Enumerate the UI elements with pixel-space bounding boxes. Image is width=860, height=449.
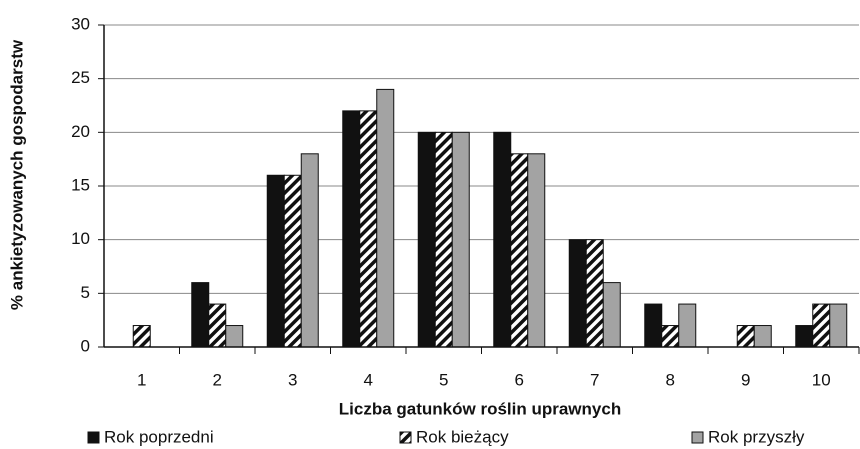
bar: [585, 239, 604, 348]
legend-swatch: [691, 431, 704, 444]
legend-swatch: [87, 431, 100, 444]
bar: [300, 153, 319, 348]
bar: [568, 239, 587, 348]
bar: [225, 325, 244, 348]
y-tick-label: 5: [81, 283, 90, 302]
y-tick-label: 0: [81, 336, 90, 355]
bar: [527, 153, 546, 348]
y-tick-label: 15: [71, 175, 90, 194]
x-tick-label: 5: [439, 370, 448, 389]
x-tick-label: 6: [515, 370, 524, 389]
bar: [753, 325, 772, 348]
bar: [812, 303, 831, 348]
x-tick-label: 4: [364, 370, 373, 389]
bar: [602, 282, 621, 348]
bar: [678, 303, 697, 348]
bar: [191, 282, 210, 348]
x-tick-label: 10: [812, 370, 831, 389]
bar: [493, 131, 512, 348]
x-tick-label: 3: [288, 370, 297, 389]
x-tick-label: 8: [666, 370, 675, 389]
bar: [829, 303, 848, 348]
legend-label: Rok poprzedni: [104, 427, 214, 446]
bar: [451, 131, 470, 348]
y-axis-title: % ankietyzowanych gospodarstw: [7, 39, 26, 310]
x-tick-label: 7: [590, 370, 599, 389]
y-tick-label: 10: [71, 229, 90, 248]
legend-label: Rok bieżący: [416, 427, 509, 446]
y-tick-label: 30: [71, 14, 90, 33]
bar: [283, 174, 302, 348]
bar: [417, 131, 436, 348]
legend-swatch: [399, 431, 412, 444]
x-tick-label: 9: [741, 370, 750, 389]
bar: [376, 88, 395, 348]
bar: [342, 110, 361, 348]
bar: [132, 325, 151, 348]
y-tick-label: 25: [71, 68, 90, 87]
x-tick-label: 2: [213, 370, 222, 389]
bar: [736, 325, 755, 348]
bar: [644, 303, 663, 348]
legend-label: Rok przyszły: [708, 427, 805, 446]
y-tick-label: 20: [71, 122, 90, 141]
x-tick-label: 1: [137, 370, 146, 389]
x-axis-title: Liczba gatunków roślin uprawnych: [339, 399, 621, 418]
bar: [510, 153, 529, 348]
bar: [359, 110, 378, 348]
bar: [266, 174, 285, 348]
bar: [434, 131, 453, 348]
bar: [795, 325, 814, 348]
bar: [208, 303, 227, 348]
bar: [661, 325, 680, 348]
